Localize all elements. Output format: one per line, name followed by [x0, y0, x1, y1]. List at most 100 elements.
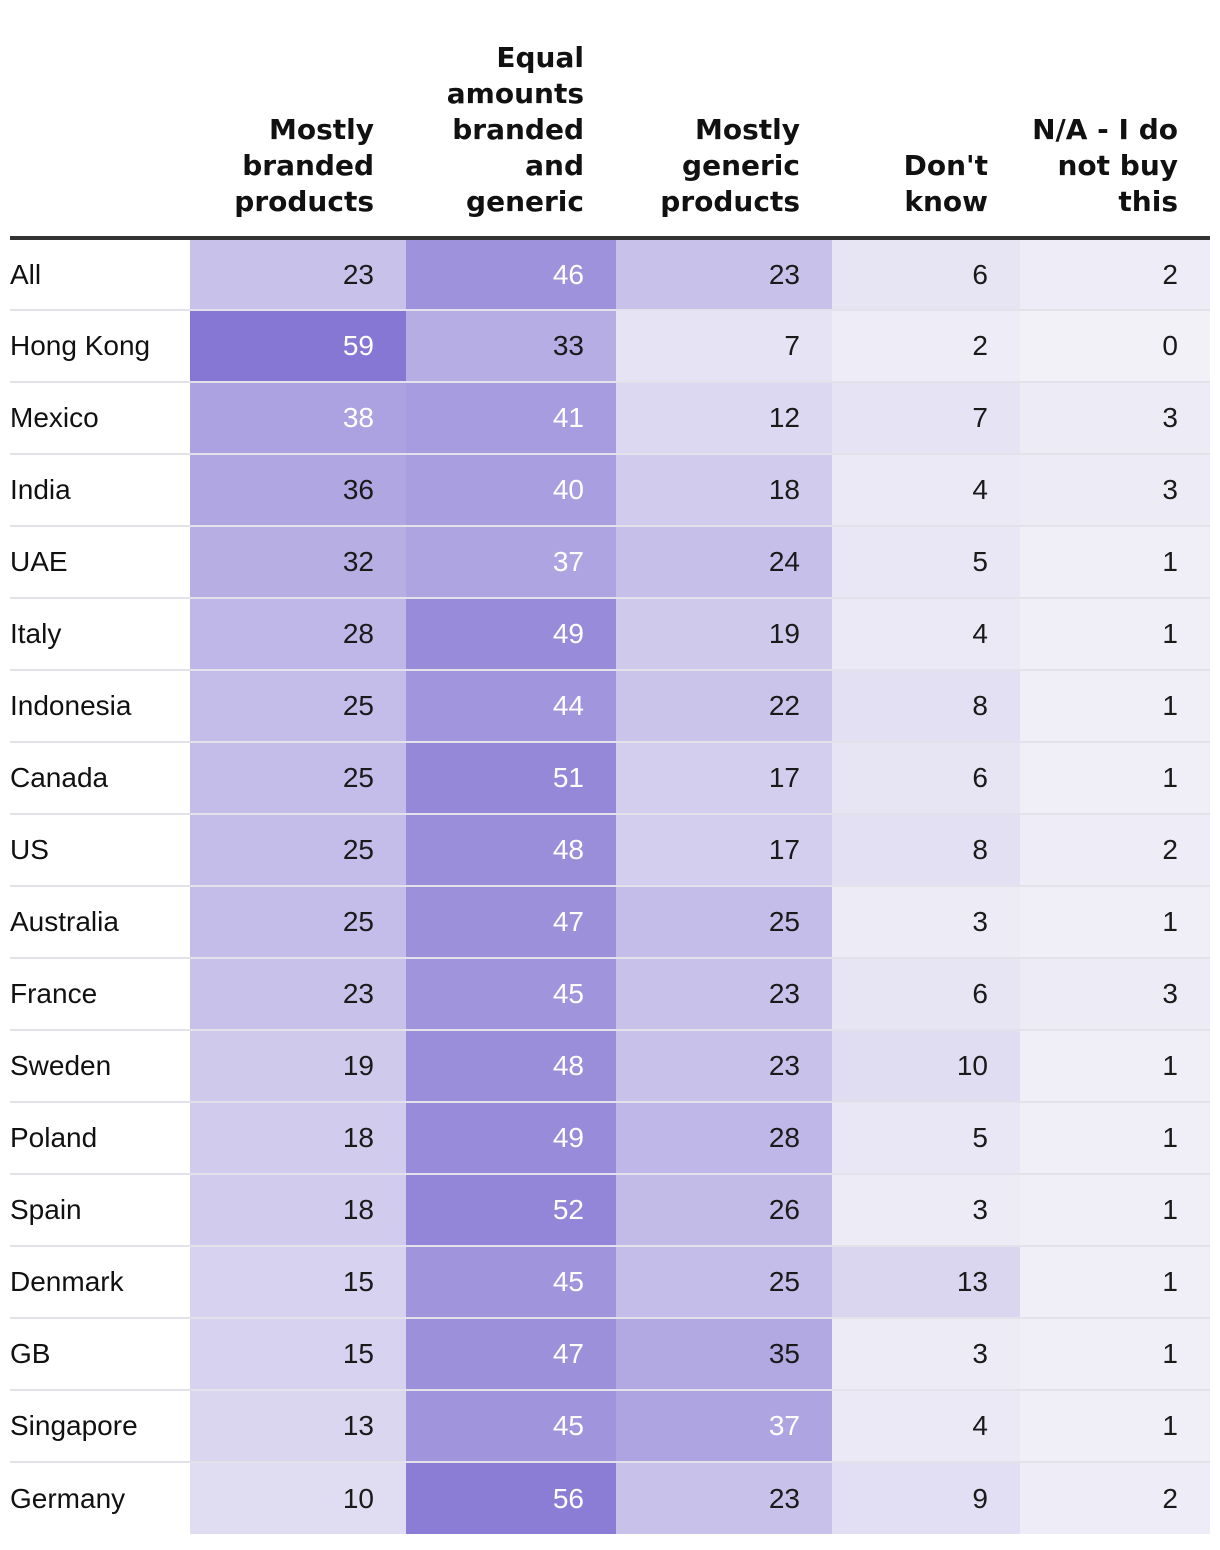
cell-mostly-generic: 19 — [616, 598, 832, 671]
cell-mostly-branded: 18 — [190, 1102, 406, 1175]
cell-mostly-generic: 22 — [616, 670, 832, 743]
cell-equal-amounts: 49 — [406, 598, 616, 671]
cell-mostly-branded: 13 — [190, 1390, 406, 1463]
cell-mostly-generic: 25 — [616, 1246, 832, 1319]
cell-mostly-branded: 19 — [190, 1030, 406, 1103]
cell-mostly-generic: 23 — [616, 1030, 832, 1103]
cell-mostly-branded: 15 — [190, 1246, 406, 1319]
cell-mostly-generic: 7 — [616, 310, 832, 383]
cell-mostly-generic: 18 — [616, 454, 832, 527]
cell-na: 1 — [1020, 886, 1210, 959]
column-header-mostly-generic: Mostly generic products — [616, 40, 832, 240]
row-label: Singapore — [10, 1390, 190, 1463]
cell-dont-know: 3 — [832, 1318, 1020, 1391]
cell-dont-know: 4 — [832, 1390, 1020, 1463]
cell-mostly-branded: 25 — [190, 886, 406, 959]
cell-dont-know: 5 — [832, 1102, 1020, 1175]
cell-na: 2 — [1020, 814, 1210, 887]
table-row: Germany 10 56 23 9 2 — [10, 1462, 1210, 1534]
cell-equal-amounts: 46 — [406, 238, 616, 311]
cell-equal-amounts: 48 — [406, 814, 616, 887]
header-row: Mostly branded products Equal amounts br… — [10, 40, 1210, 240]
cell-mostly-generic: 24 — [616, 526, 832, 599]
row-label: Australia — [10, 886, 190, 959]
cell-na: 0 — [1020, 310, 1210, 383]
cell-mostly-branded: 38 — [190, 382, 406, 455]
cell-mostly-generic: 28 — [616, 1102, 832, 1175]
row-label: GB — [10, 1318, 190, 1391]
cell-dont-know: 2 — [832, 310, 1020, 383]
cell-mostly-generic: 23 — [616, 238, 832, 311]
cell-equal-amounts: 45 — [406, 958, 616, 1031]
cell-dont-know: 10 — [832, 1030, 1020, 1103]
cell-na: 1 — [1020, 598, 1210, 671]
cell-mostly-branded: 28 — [190, 598, 406, 671]
row-label: Hong Kong — [10, 310, 190, 383]
row-label: Spain — [10, 1174, 190, 1247]
cell-mostly-generic: 25 — [616, 886, 832, 959]
cell-equal-amounts: 47 — [406, 886, 616, 959]
cell-dont-know: 4 — [832, 454, 1020, 527]
cell-dont-know: 3 — [832, 1174, 1020, 1247]
cell-equal-amounts: 41 — [406, 382, 616, 455]
table-row: Australia 25 47 25 3 1 — [10, 886, 1210, 959]
column-header-equal-amounts: Equal amounts branded and generic — [406, 40, 616, 240]
column-header-na: N/A - I do not buy this — [1020, 40, 1210, 240]
table-row: UAE 32 37 24 5 1 — [10, 526, 1210, 599]
cell-equal-amounts: 37 — [406, 526, 616, 599]
cell-dont-know: 6 — [832, 742, 1020, 815]
cell-mostly-generic: 17 — [616, 742, 832, 815]
cell-equal-amounts: 56 — [406, 1462, 616, 1534]
cell-equal-amounts: 40 — [406, 454, 616, 527]
table-row: India 36 40 18 4 3 — [10, 454, 1210, 527]
cell-na: 2 — [1020, 1462, 1210, 1534]
cell-mostly-branded: 23 — [190, 238, 406, 311]
row-label-header — [10, 40, 190, 240]
cell-na: 1 — [1020, 526, 1210, 599]
cell-na: 1 — [1020, 670, 1210, 743]
table-row: Singapore 13 45 37 4 1 — [10, 1390, 1210, 1463]
cell-mostly-generic: 23 — [616, 958, 832, 1031]
cell-dont-know: 9 — [832, 1462, 1020, 1534]
column-header-mostly-branded: Mostly branded products — [190, 40, 406, 240]
cell-mostly-branded: 25 — [190, 742, 406, 815]
row-label: Canada — [10, 742, 190, 815]
table-row: Denmark 15 45 25 13 1 — [10, 1246, 1210, 1319]
row-label: Germany — [10, 1482, 126, 1514]
cell-mostly-generic: 37 — [616, 1390, 832, 1463]
table-row: France 23 45 23 6 3 — [10, 958, 1210, 1031]
table-row: US 25 48 17 8 2 — [10, 814, 1210, 887]
cell-mostly-generic: 35 — [616, 1318, 832, 1391]
cell-na: 1 — [1020, 1318, 1210, 1391]
cell-na: 3 — [1020, 958, 1210, 1031]
table-row: Mexico 38 41 12 7 3 — [10, 382, 1210, 455]
cell-dont-know: 6 — [832, 958, 1020, 1031]
heatmap-table: Mostly branded products Equal amounts br… — [10, 40, 1210, 1534]
cell-dont-know: 13 — [832, 1246, 1020, 1319]
row-label: Italy — [10, 598, 190, 671]
row-label: India — [10, 454, 190, 527]
cell-dont-know: 4 — [832, 598, 1020, 671]
cell-equal-amounts: 47 — [406, 1318, 616, 1391]
cell-dont-know: 8 — [832, 814, 1020, 887]
cell-mostly-branded: 59 — [190, 310, 406, 383]
cell-dont-know: 8 — [832, 670, 1020, 743]
table-row: Poland 18 49 28 5 1 — [10, 1102, 1210, 1175]
cell-mostly-branded: 32 — [190, 526, 406, 599]
cell-na: 1 — [1020, 1390, 1210, 1463]
row-label: All — [10, 238, 190, 311]
row-label: Denmark — [10, 1246, 190, 1319]
cell-na: 1 — [1020, 1102, 1210, 1175]
cell-mostly-generic: 23 — [616, 1462, 832, 1534]
row-label: UAE — [10, 526, 190, 599]
cell-equal-amounts: 51 — [406, 742, 616, 815]
cell-dont-know: 7 — [832, 382, 1020, 455]
cell-mostly-branded: 15 — [190, 1318, 406, 1391]
cell-mostly-branded: 25 — [190, 670, 406, 743]
cell-mostly-generic: 26 — [616, 1174, 832, 1247]
table-row: Hong Kong 59 33 7 2 0 — [10, 310, 1210, 383]
cell-na: 3 — [1020, 382, 1210, 455]
cell-mostly-branded: 23 — [190, 958, 406, 1031]
table-row: Sweden 19 48 23 10 1 — [10, 1030, 1210, 1103]
table-row: Italy 28 49 19 4 1 — [10, 598, 1210, 671]
